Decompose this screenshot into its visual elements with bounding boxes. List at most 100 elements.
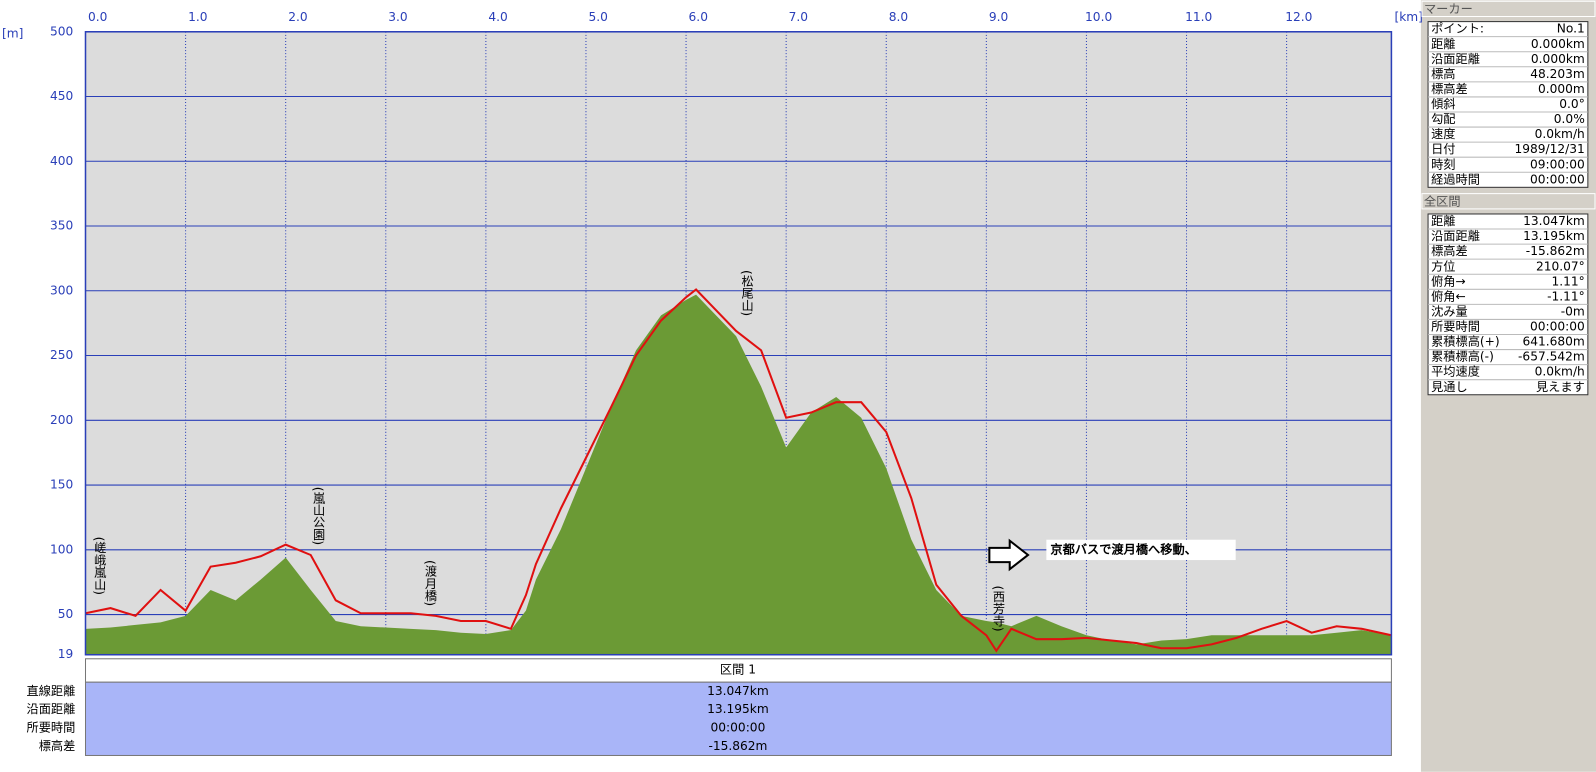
terrain-area [85, 294, 1392, 655]
panel-table [1427, 21, 1589, 188]
x-tick-label: 12.0 [1285, 10, 1312, 24]
x-tick-label: 6.0 [689, 10, 708, 24]
x-tick-label: 1.0 [188, 10, 207, 24]
row-value: 13.047km [707, 684, 769, 698]
place-label: (嵯峨嵐山) [92, 537, 106, 595]
x-tick-label: 4.0 [488, 10, 507, 24]
row-label: 沈み量 [1431, 304, 1468, 319]
row-label: 速度 [1431, 126, 1455, 141]
y-tick-label: 300 [50, 283, 73, 297]
row-value: 0.000km [1531, 52, 1585, 66]
row-label: 勾配 [1431, 112, 1455, 126]
row-label: 日付 [1431, 142, 1455, 156]
row-value: 0.0km/h [1535, 127, 1585, 141]
arrow-icon [988, 538, 1030, 572]
row-value: -0m [1561, 305, 1585, 319]
row-value: 13.047km [1523, 214, 1585, 228]
y-tick-label: 19 [58, 647, 74, 661]
y-tick-label: 450 [50, 89, 73, 103]
panel-title: マーカー [1424, 2, 1473, 16]
row-label: 所要時間 [1431, 320, 1480, 334]
x-tick-label: 0.0 [88, 10, 107, 24]
row-label: 標高差 [1431, 81, 1468, 96]
row-value: No.1 [1557, 22, 1585, 36]
y-tick-label: 150 [50, 478, 73, 492]
row-value: 13.195km [1523, 229, 1585, 243]
row-value: 0.000km [1531, 37, 1585, 51]
panel-title: 全区間 [1424, 193, 1461, 208]
x-tick-label: 9.0 [989, 10, 1008, 24]
x-tick-label: 7.0 [789, 10, 808, 24]
segment-body [84, 681, 1392, 756]
row-label: 沿面距離 [26, 702, 75, 716]
row-label: 累積標高(+) [1431, 334, 1500, 349]
row-label: 標高差 [1431, 243, 1468, 258]
row-value: 0.0% [1554, 112, 1585, 126]
row-value: -15.862m [708, 739, 767, 753]
x-tick-label: 8.0 [889, 10, 908, 24]
y-tick-label: 500 [50, 24, 73, 38]
row-label: 見通し [1431, 380, 1468, 394]
row-value: -657.542m [1518, 350, 1585, 364]
row-label: 標高 [1431, 66, 1455, 81]
segment-title: 区間 1 [720, 662, 756, 676]
place-label: (渡月橋) [423, 560, 437, 606]
row-value: -1.11° [1547, 289, 1585, 303]
y-tick-label: 100 [50, 542, 73, 556]
note-box [1046, 539, 1236, 561]
x-unit: [km] [1394, 10, 1422, 24]
row-label: ポイント: [1431, 22, 1484, 36]
row-value: 00:00:00 [1530, 320, 1585, 334]
row-value: 0.0km/h [1535, 365, 1585, 379]
row-label: 所要時間 [26, 721, 75, 735]
y-tick-label: 200 [50, 413, 73, 427]
row-value: 00:00:00 [1530, 172, 1585, 186]
row-value: 13.195km [707, 702, 769, 716]
track-line [85, 288, 1392, 653]
row-value: 09:00:00 [1530, 157, 1585, 171]
row-value: 見えます [1536, 380, 1585, 394]
x-tick-label: 10.0 [1085, 10, 1112, 24]
row-value: 210.07° [1536, 259, 1585, 273]
place-label: (西芳寺) [991, 586, 1005, 632]
row-label: 沿面距離 [1431, 52, 1480, 66]
x-tick-label: 3.0 [388, 10, 407, 24]
y-tick-label: 400 [50, 154, 73, 168]
row-value: -15.862m [1526, 244, 1585, 258]
row-label: 距離 [1431, 214, 1455, 228]
x-tick-label: 11.0 [1185, 10, 1212, 24]
place-label: (松尾山) [740, 270, 754, 316]
row-label: 傾斜 [1431, 96, 1455, 111]
row-label: 俯角→ [1431, 273, 1466, 288]
row-value: 48.203m [1530, 67, 1585, 81]
panel-header [1421, 193, 1596, 210]
row-label: 経過時間 [1431, 172, 1480, 186]
row-value: 641.680m [1522, 335, 1584, 349]
row-value: 0.0° [1559, 97, 1585, 111]
place-label: (嵐山公園) [311, 487, 325, 545]
note: 京都バスで渡月橋へ移動、 [1050, 541, 1196, 556]
row-value: 1.11° [1552, 274, 1585, 288]
row-label: 直線距離 [26, 683, 75, 698]
y-tick-label: 250 [50, 348, 73, 362]
y-tick-label: 50 [58, 607, 74, 621]
row-value: 00:00:00 [711, 721, 766, 735]
row-label: 沿面距離 [1431, 229, 1480, 243]
row-label: 時刻 [1431, 157, 1455, 171]
row-value: 1989/12/31 [1514, 142, 1584, 156]
x-tick-label: 5.0 [588, 10, 607, 24]
plot-border [84, 31, 1393, 656]
y-tick-label: 350 [50, 219, 73, 233]
x-tick-label: 2.0 [288, 10, 307, 24]
row-label: 距離 [1431, 37, 1455, 51]
row-label: 方位 [1431, 258, 1455, 273]
row-label: 標高差 [39, 738, 76, 753]
panel-header [1421, 0, 1596, 18]
row-label: 俯角← [1431, 288, 1466, 303]
y-unit: [m] [2, 26, 23, 40]
row-value: 0.000m [1538, 82, 1585, 96]
row-label: 累積標高(-) [1431, 349, 1494, 364]
row-label: 平均速度 [1431, 364, 1480, 379]
